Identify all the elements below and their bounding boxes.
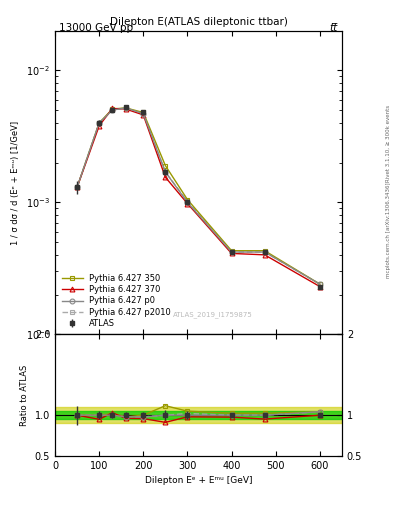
Pythia 6.427 p0 xyxy=(185,199,190,205)
Pythia 6.427 p2010 xyxy=(110,107,115,113)
Pythia 6.427 p2010 xyxy=(318,281,322,287)
Pythia 6.427 p2010 xyxy=(185,198,190,204)
Pythia 6.427 p0 xyxy=(110,107,115,113)
Pythia 6.427 370 xyxy=(262,252,267,258)
Pythia 6.427 350 xyxy=(110,106,115,112)
Line: Pythia 6.427 370: Pythia 6.427 370 xyxy=(75,106,322,289)
Line: Pythia 6.427 p2010: Pythia 6.427 p2010 xyxy=(75,105,322,287)
Pythia 6.427 370 xyxy=(123,106,128,112)
Pythia 6.427 370 xyxy=(75,184,79,190)
Pythia 6.427 p0 xyxy=(97,120,101,126)
Pythia 6.427 p2010 xyxy=(163,169,168,175)
Title: Dilepton E(ATLAS dileptonic ttbar): Dilepton E(ATLAS dileptonic ttbar) xyxy=(110,17,287,27)
Pythia 6.427 350 xyxy=(185,197,190,203)
Pythia 6.427 p2010 xyxy=(262,249,267,255)
Pythia 6.427 350 xyxy=(141,110,146,116)
Pythia 6.427 p0 xyxy=(123,105,128,111)
Pythia 6.427 370 xyxy=(97,123,101,129)
Pythia 6.427 370 xyxy=(163,174,168,180)
Pythia 6.427 p0 xyxy=(229,249,234,255)
Pythia 6.427 370 xyxy=(318,284,322,290)
Pythia 6.427 p2010 xyxy=(97,120,101,126)
Text: 13000 GeV pp: 13000 GeV pp xyxy=(59,23,133,33)
Text: tt̅: tt̅ xyxy=(330,23,338,33)
Text: ATLAS_2019_I1759875: ATLAS_2019_I1759875 xyxy=(173,311,253,318)
Legend: Pythia 6.427 350, Pythia 6.427 370, Pythia 6.427 p0, Pythia 6.427 p2010, ATLAS: Pythia 6.427 350, Pythia 6.427 370, Pyth… xyxy=(58,271,174,331)
Line: Pythia 6.427 350: Pythia 6.427 350 xyxy=(75,105,322,287)
Pythia 6.427 p0 xyxy=(75,184,79,190)
Pythia 6.427 p2010 xyxy=(75,184,79,190)
Pythia 6.427 370 xyxy=(229,250,234,257)
Y-axis label: 1 / σ dσ / d (Eᵉ + Eᵐᵘ) [1/GeV]: 1 / σ dσ / d (Eᵉ + Eᵐᵘ) [1/GeV] xyxy=(11,120,20,245)
Pythia 6.427 p0 xyxy=(141,111,146,117)
Y-axis label: Ratio to ATLAS: Ratio to ATLAS xyxy=(20,365,29,425)
Pythia 6.427 350 xyxy=(97,120,101,126)
Pythia 6.427 p0 xyxy=(163,169,168,175)
Pythia 6.427 350 xyxy=(318,281,322,287)
Text: Rivet 3.1.10, ≥ 300k events: Rivet 3.1.10, ≥ 300k events xyxy=(386,105,391,182)
Pythia 6.427 350 xyxy=(262,248,267,254)
Pythia 6.427 p2010 xyxy=(141,111,146,117)
Pythia 6.427 p2010 xyxy=(229,249,234,255)
Pythia 6.427 350 xyxy=(163,162,168,168)
Pythia 6.427 p2010 xyxy=(123,105,128,111)
Pythia 6.427 370 xyxy=(185,200,190,206)
Pythia 6.427 p0 xyxy=(318,281,322,287)
Pythia 6.427 370 xyxy=(110,105,115,112)
Text: mcplots.cern.ch [arXiv:1306.3436]: mcplots.cern.ch [arXiv:1306.3436] xyxy=(386,183,391,278)
X-axis label: Dilepton Eᵉ + Eᵐᵘ [GeV]: Dilepton Eᵉ + Eᵐᵘ [GeV] xyxy=(145,476,252,485)
Pythia 6.427 350 xyxy=(123,105,128,111)
Pythia 6.427 p0 xyxy=(262,249,267,255)
Line: Pythia 6.427 p0: Pythia 6.427 p0 xyxy=(75,105,322,287)
Pythia 6.427 350 xyxy=(229,248,234,254)
Pythia 6.427 370 xyxy=(141,112,146,118)
Pythia 6.427 350 xyxy=(75,184,79,190)
